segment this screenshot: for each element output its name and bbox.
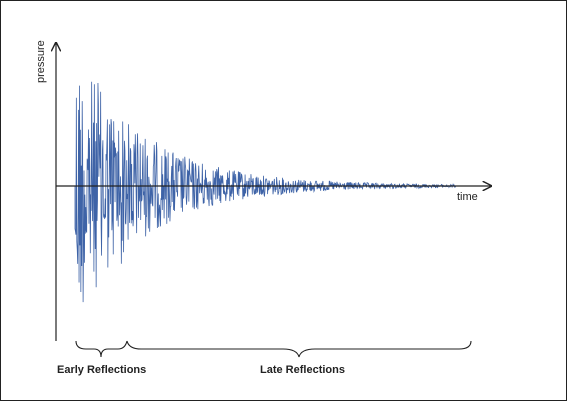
x-axis-label: time <box>457 191 478 203</box>
y-axis-label: pressure <box>35 40 47 83</box>
late-reflections-label: Late Reflections <box>260 364 345 376</box>
waveform-signal <box>57 81 457 303</box>
early-reflections-brace <box>75 340 128 358</box>
waveform-path <box>57 81 457 303</box>
late-reflections-brace <box>126 340 472 358</box>
early-reflections-label: Early Reflections <box>57 364 146 376</box>
